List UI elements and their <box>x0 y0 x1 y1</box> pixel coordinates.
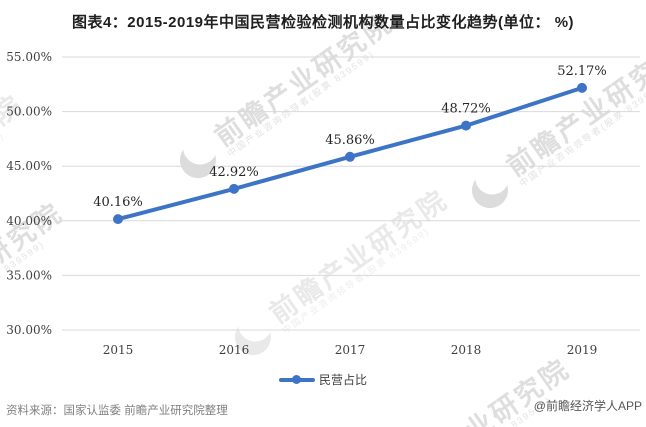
x-axis-tick-label: 2017 <box>335 343 366 357</box>
y-axis-tick-label: 45.00% <box>6 159 52 173</box>
data-point-marker <box>345 151 355 162</box>
y-axis-tick-label: 30.00% <box>6 323 52 337</box>
data-point-marker <box>461 120 471 131</box>
data-point-marker <box>113 214 123 225</box>
x-axis-tick-label: 2015 <box>103 343 134 357</box>
chart-title: 图表4：2015-2019年中国民营检验检测机构数量占比变化趋势(单位： %) <box>71 14 575 31</box>
legend-line-marker-icon <box>278 375 315 384</box>
data-point-label: 48.72% <box>441 102 491 117</box>
legend: 民营占比 <box>0 371 646 388</box>
data-source-note: 资料来源：国家认监委 前瞻产业研究院整理 <box>6 405 228 417</box>
data-point-marker <box>577 82 587 93</box>
data-point-label: 42.92% <box>209 165 259 180</box>
x-axis-tick-label: 2019 <box>567 343 598 357</box>
legend-label: 民营占比 <box>318 373 367 387</box>
data-point-label: 40.16% <box>93 195 143 210</box>
y-axis-tick-label: 50.00% <box>6 105 52 119</box>
x-axis-tick-label: 2018 <box>451 343 482 357</box>
credit-note: @前瞻经济学人APP <box>533 399 642 413</box>
y-axis-tick-label: 40.00% <box>6 214 52 228</box>
data-point-label: 52.17% <box>557 64 607 79</box>
y-axis-tick-label: 35.00% <box>6 268 52 282</box>
x-axis-tick-label: 2016 <box>219 343 250 357</box>
y-axis-tick-label: 55.00% <box>6 50 52 64</box>
data-point-marker <box>229 183 239 194</box>
data-point-label: 45.86% <box>325 133 375 148</box>
